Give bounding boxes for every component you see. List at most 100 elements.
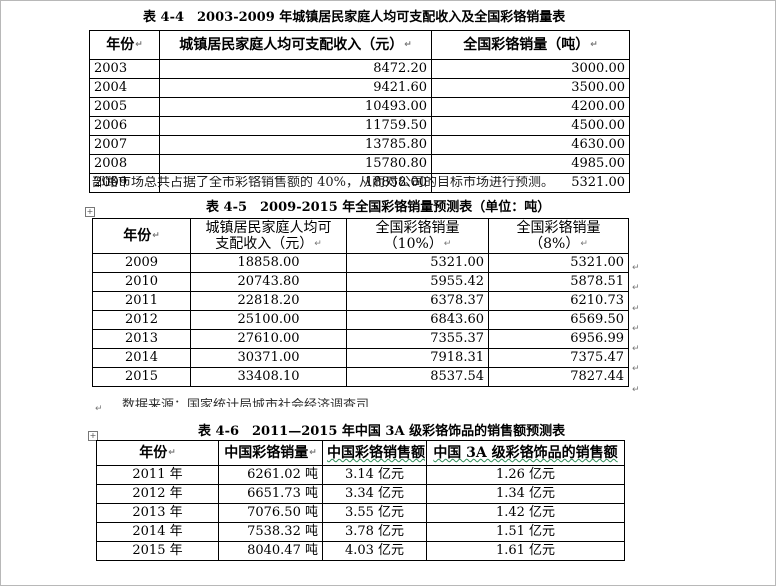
table-cell: 8472.20	[159, 59, 432, 79]
table-cell: 3.78 亿元	[322, 522, 427, 542]
table-row: 2013 年 7076.50 吨 3.55 亿元 1.42 亿元	[96, 503, 625, 523]
table-row: 2003 8472.20 3000.00	[89, 59, 630, 79]
source-text: 数据来源：国家统计局城市社会经济调查司	[122, 398, 422, 407]
table-cell: 1.34 亿元	[426, 484, 625, 504]
table-cell: 5955.42	[346, 272, 489, 292]
paragraph-mark-icon: ↵	[443, 239, 452, 249]
table-cell: 6261.02 吨	[218, 465, 323, 485]
table3-move-handle-icon[interactable]: +	[88, 431, 98, 441]
table2-move-handle-icon[interactable]: +	[85, 207, 95, 217]
paragraph-mark-icon: ↵	[632, 344, 640, 355]
table-cell: 5878.51	[488, 272, 629, 292]
table-cell: 6956.99	[488, 329, 629, 349]
table3-header-3a-revenue: 中国 3A 级彩铬饰品的销售额	[426, 440, 625, 466]
table-cell: 30371.00	[190, 348, 347, 368]
table-row: 2007 13785.80 4630.00	[89, 135, 630, 155]
table-cell: 18858.00	[159, 173, 432, 193]
table-cell: 3.14 亿元	[322, 465, 427, 485]
paragraph-mark-icon: ↵	[152, 231, 160, 241]
table-row: 2012 年 6651.73 吨 3.34 亿元 1.34 亿元	[96, 484, 625, 504]
table-cell: 6569.50	[488, 310, 629, 330]
table-cell: 2012 年	[96, 484, 219, 504]
table-cell: 2014 年	[96, 522, 219, 542]
source-text-content: 数据来源：国家统计局城市社会经济调查司	[122, 398, 370, 407]
table-cell: 15780.80	[159, 154, 432, 174]
table-row: 2009 18858.00 5321.00 5321.00	[92, 253, 629, 273]
table-cell: 22818.20	[190, 291, 347, 311]
paragraph-mark-icon: ↵	[632, 263, 640, 273]
paragraph-mark-icon: ↵	[632, 364, 640, 375]
table2-header-sales10: 全国彩铬销量 （10%）↵	[346, 218, 489, 254]
table3: 年份↵ 中国彩铬销量↵ 中国彩铬销售额 中国 3A 级彩铬饰品的销售额 2011…	[96, 440, 625, 561]
paragraph-mark-icon: ↵	[135, 40, 143, 50]
table-row: 2010 20743.80 5955.42 5878.51	[92, 272, 629, 292]
table-row: 2013 27610.00 7355.37 6956.99	[92, 329, 629, 349]
table2-header-row: 年份↵ 城镇居民家庭人均可 支配收入（元）↵ 全国彩铬销量 （10%）↵ 全国彩铬销…	[92, 218, 629, 254]
table-row: 2011 22818.20 6378.37 6210.73	[92, 291, 629, 311]
table-cell: 6651.73 吨	[218, 484, 323, 504]
table-cell: 8537.54	[346, 367, 489, 387]
table-cell: 2008	[89, 154, 160, 174]
table-cell: 1.42 亿元	[426, 503, 625, 523]
table3-header-year: 年份↵	[96, 440, 219, 466]
table-cell: 3.55 亿元	[322, 503, 427, 523]
table-cell: 2015 年	[96, 541, 219, 561]
table-cell: 8040.47 吨	[218, 541, 323, 561]
table1-header-year: 年份↵	[89, 30, 160, 60]
table-cell: 1.61 亿元	[426, 541, 625, 561]
table1-header-row: 年份↵ 城镇居民家庭人均可支配收入（元）↵ 全国彩铬销量（吨）↵	[89, 30, 630, 60]
table-row: 2014 30371.00 7918.31 7375.47	[92, 348, 629, 368]
table1-header-income: 城镇居民家庭人均可支配收入（元）↵	[159, 30, 432, 60]
table-row: 2015 年 8040.47 吨 4.03 亿元 1.61 亿元	[96, 541, 625, 561]
paragraph-mark-icon: ↵	[314, 239, 322, 249]
table-cell: 3000.00	[431, 59, 630, 79]
table-cell: 7827.44	[488, 367, 629, 387]
table-cell: 1.51 亿元	[426, 522, 625, 542]
table-cell: 7918.31	[346, 348, 489, 368]
table-cell: 5321.00	[431, 173, 630, 193]
table-cell: 5321.00	[488, 253, 629, 273]
table-cell: 7375.47	[488, 348, 629, 368]
table-row: 2012 25100.00 6843.60 6569.50	[92, 310, 629, 330]
table-cell: 4200.00	[431, 97, 630, 117]
table-cell: 3500.00	[431, 78, 630, 98]
table-cell: 2004	[89, 78, 160, 98]
table2-header-income: 城镇居民家庭人均可 支配收入（元）↵	[190, 218, 347, 254]
table-cell: 2007	[89, 135, 160, 155]
paragraph-mark-icon: ↵	[632, 323, 640, 334]
table-cell: 9421.60	[159, 78, 432, 98]
table-cell: 2009	[89, 173, 160, 193]
table2: 年份↵ 城镇居民家庭人均可 支配收入（元）↵ 全国彩铬销量 （10%）↵ 全国彩铬销…	[92, 218, 629, 387]
table-cell: 2013 年	[96, 503, 219, 523]
table-row: 2011 年 6261.02 吨 3.14 亿元 1.26 亿元	[96, 465, 625, 485]
table3-caption-text: 表 4-6 2011—2015 年中国 3A 级彩铬饰品的销售额预测表	[198, 424, 566, 439]
table-cell: 7076.50 吨	[218, 503, 323, 523]
table-row: 2005 10493.00 4200.00	[89, 97, 630, 117]
table-cell: 5321.00	[346, 253, 489, 273]
table-cell: 20743.80	[190, 272, 347, 292]
table-cell: 2003	[89, 59, 160, 79]
table-cell: 4985.00	[431, 154, 630, 174]
table-cell: 2006	[89, 116, 160, 136]
paragraph-mark-icon: ↵	[632, 384, 640, 395]
table-cell: 27610.00	[190, 329, 347, 349]
table-cell: 2011 年	[96, 465, 219, 485]
table-cell: 13785.80	[159, 135, 432, 155]
paragraph-mark-icon: ↵	[404, 40, 412, 50]
table1-caption: 表 4-4 2003-2009 年城镇居民家庭人均可支配收入及全国彩铬销量表	[143, 10, 565, 26]
paragraph-mark-icon: ↵	[168, 448, 176, 458]
paragraph-mark: ↵	[95, 404, 103, 414]
table-cell: 10493.00	[159, 97, 432, 117]
row-end-marks: ↵ ↵ ↵ ↵ ↵ ↵ ↵	[632, 258, 640, 400]
table-cell: 2009	[92, 253, 191, 273]
table1: 年份↵ 城镇居民家庭人均可支配收入（元）↵ 全国彩铬销量（吨）↵ 2003 847…	[89, 30, 630, 193]
table-cell: 2010	[92, 272, 191, 292]
table3-header-sales: 中国彩铬销量↵	[218, 440, 323, 466]
table-row: 2006 11759.50 4500.00	[89, 116, 630, 136]
table2-caption: 表 4-5 2009-2015 年全国彩铬销量预测表（单位：吨）	[206, 200, 550, 216]
table-cell: 4.03 亿元	[322, 541, 427, 561]
table1-caption-text: 表 4-4 2003-2009 年城镇居民家庭人均可支配收入及全国彩铬销量表	[143, 10, 566, 25]
table-cell: 33408.10	[190, 367, 347, 387]
table-cell: 7538.32 吨	[218, 522, 323, 542]
table-cell: 6210.73	[488, 291, 629, 311]
